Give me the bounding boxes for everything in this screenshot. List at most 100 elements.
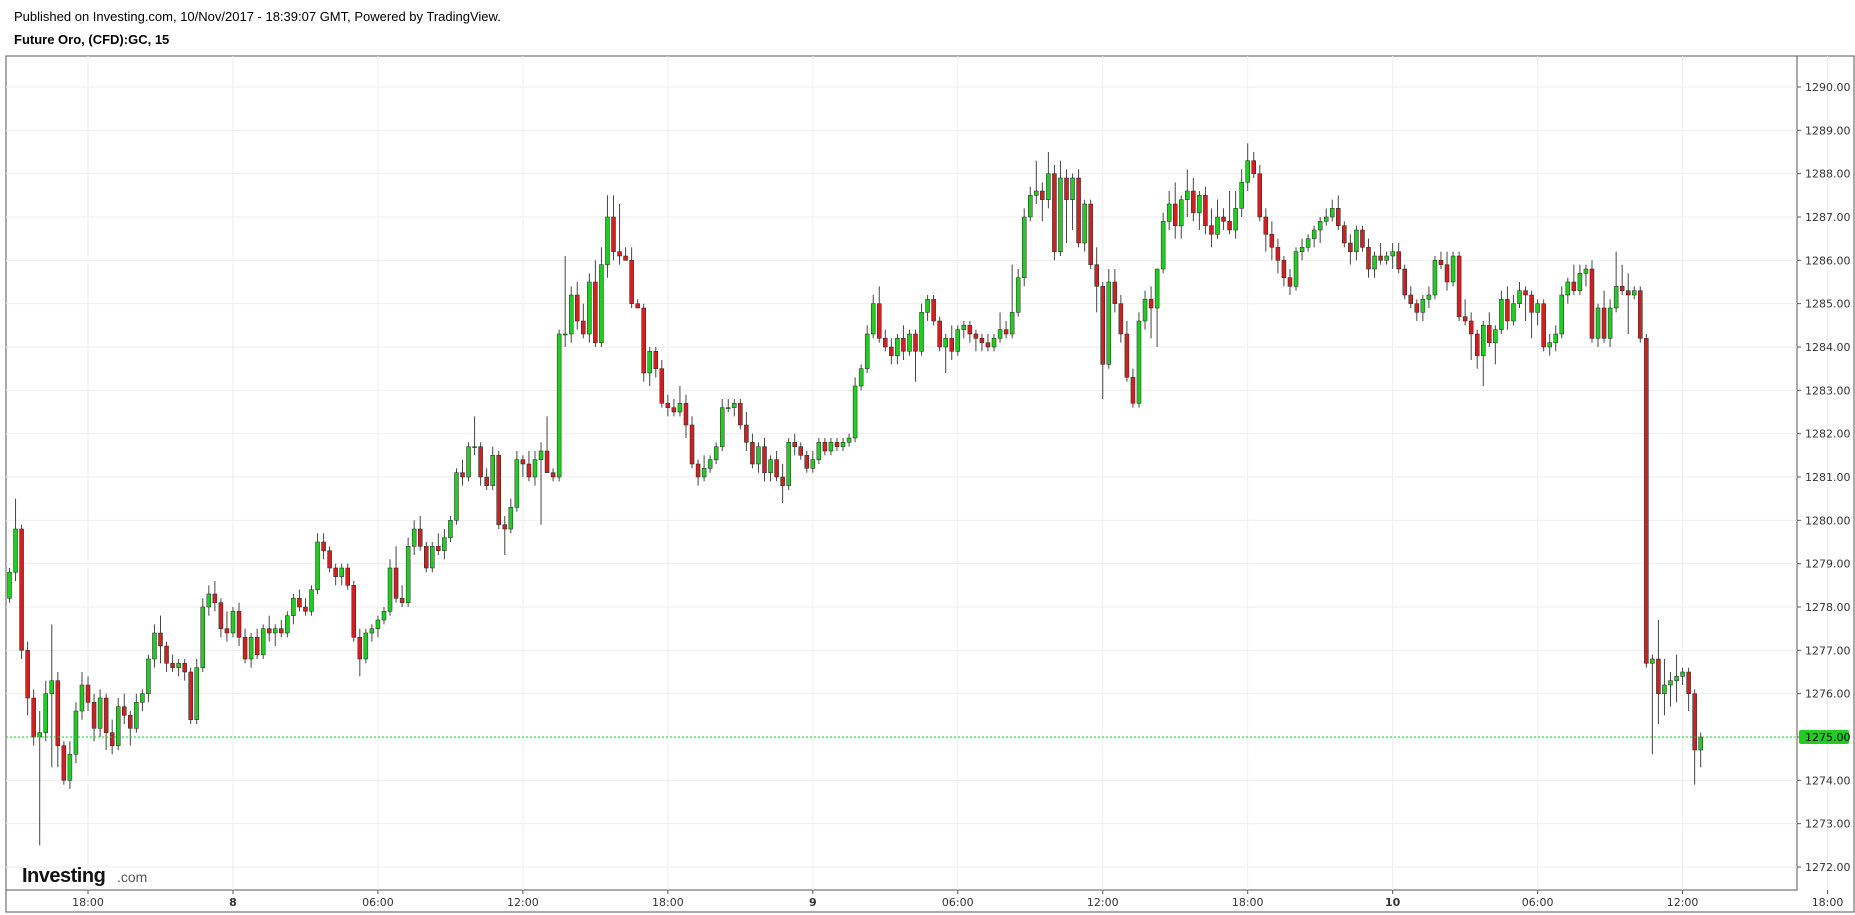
candle-body: [768, 459, 773, 473]
candle-body: [1154, 268, 1160, 309]
candle-body: [285, 615, 290, 634]
candle: [188, 667, 193, 724]
candle: [194, 659, 199, 724]
candle: [1064, 169, 1069, 243]
candle: [568, 286, 574, 343]
candle: [1505, 286, 1510, 330]
candle: [1656, 620, 1661, 724]
candle-body: [1245, 160, 1250, 183]
candle-body: [804, 455, 810, 469]
candle-body: [1438, 260, 1444, 265]
candle: [411, 520, 417, 555]
candle: [460, 459, 465, 486]
candle-body: [61, 745, 67, 781]
candle-body: [1589, 268, 1595, 339]
candle: [575, 282, 580, 330]
candle-body: [635, 303, 640, 309]
candle: [1015, 269, 1021, 317]
candle: [448, 516, 453, 542]
candle: [719, 399, 725, 451]
candle: [1468, 312, 1474, 360]
candle: [1154, 268, 1160, 347]
candle: [1638, 286, 1643, 343]
candle-body: [31, 697, 36, 738]
candle-body: [1360, 229, 1365, 248]
candle: [1481, 321, 1486, 386]
candle: [701, 455, 707, 482]
candle-body: [979, 338, 985, 343]
candle-body: [1046, 173, 1051, 200]
candle-body: [1058, 177, 1063, 252]
price-tick-label: 1282.00: [1805, 428, 1851, 441]
candle-body: [1420, 299, 1426, 313]
candle-body: [907, 333, 912, 352]
candle-body: [1142, 299, 1148, 322]
candle-body: [732, 403, 737, 408]
candle-body: [1553, 333, 1558, 343]
candle-body: [593, 281, 598, 343]
candle: [810, 451, 816, 473]
candle-body: [1330, 208, 1335, 218]
candle: [1547, 334, 1552, 356]
candle-body: [1426, 294, 1432, 300]
candle: [665, 394, 671, 417]
candle-body: [37, 732, 42, 738]
candle: [834, 438, 840, 451]
candle-body: [641, 307, 646, 374]
candle-body: [1505, 299, 1510, 322]
candle: [768, 455, 773, 482]
candles: [7, 143, 1703, 846]
candle-body: [1221, 216, 1226, 222]
candle: [1263, 208, 1269, 252]
candle: [526, 451, 532, 482]
candle-body: [345, 567, 350, 586]
candle-body: [1106, 281, 1112, 365]
candle: [1040, 182, 1045, 222]
candle: [1571, 264, 1577, 295]
candle-body: [1638, 290, 1643, 339]
candle: [43, 680, 48, 742]
candle-body: [1523, 290, 1528, 296]
candle: [1082, 199, 1087, 252]
candle: [840, 438, 846, 451]
candle: [581, 303, 586, 339]
candle-body: [254, 637, 260, 655]
time-tick-label: 18:00: [652, 896, 684, 909]
price-tick-label: 1276.00: [1805, 688, 1851, 701]
candle: [599, 247, 604, 347]
candle: [248, 633, 254, 668]
candle-body: [562, 333, 568, 336]
candle: [61, 741, 67, 785]
candle-body: [472, 446, 477, 448]
candle: [544, 416, 550, 473]
candle: [49, 624, 55, 768]
candle-body: [1493, 329, 1498, 343]
candle-body: [1100, 286, 1105, 365]
candle-body: [889, 346, 894, 356]
candle: [128, 711, 133, 746]
candle-body: [943, 338, 948, 348]
candle: [1414, 299, 1420, 321]
candle: [1577, 264, 1583, 295]
candle: [792, 433, 797, 456]
price-tick-label: 1278.00: [1805, 601, 1851, 614]
candle: [877, 286, 882, 343]
candle: [1625, 273, 1631, 334]
candle: [1438, 251, 1444, 269]
candle-body: [707, 459, 713, 469]
candle-body: [25, 650, 30, 699]
candle-body: [1257, 173, 1263, 218]
candle: [919, 303, 924, 356]
candle-body: [653, 351, 659, 369]
candle: [85, 676, 91, 711]
candle: [659, 360, 665, 408]
candle: [611, 195, 616, 261]
candle: [774, 451, 779, 482]
candle-body: [369, 628, 375, 634]
candle-body: [750, 442, 755, 465]
candle: [25, 641, 30, 716]
candle-body: [170, 663, 175, 668]
candle-body: [393, 567, 399, 599]
candle-body: [647, 351, 652, 374]
